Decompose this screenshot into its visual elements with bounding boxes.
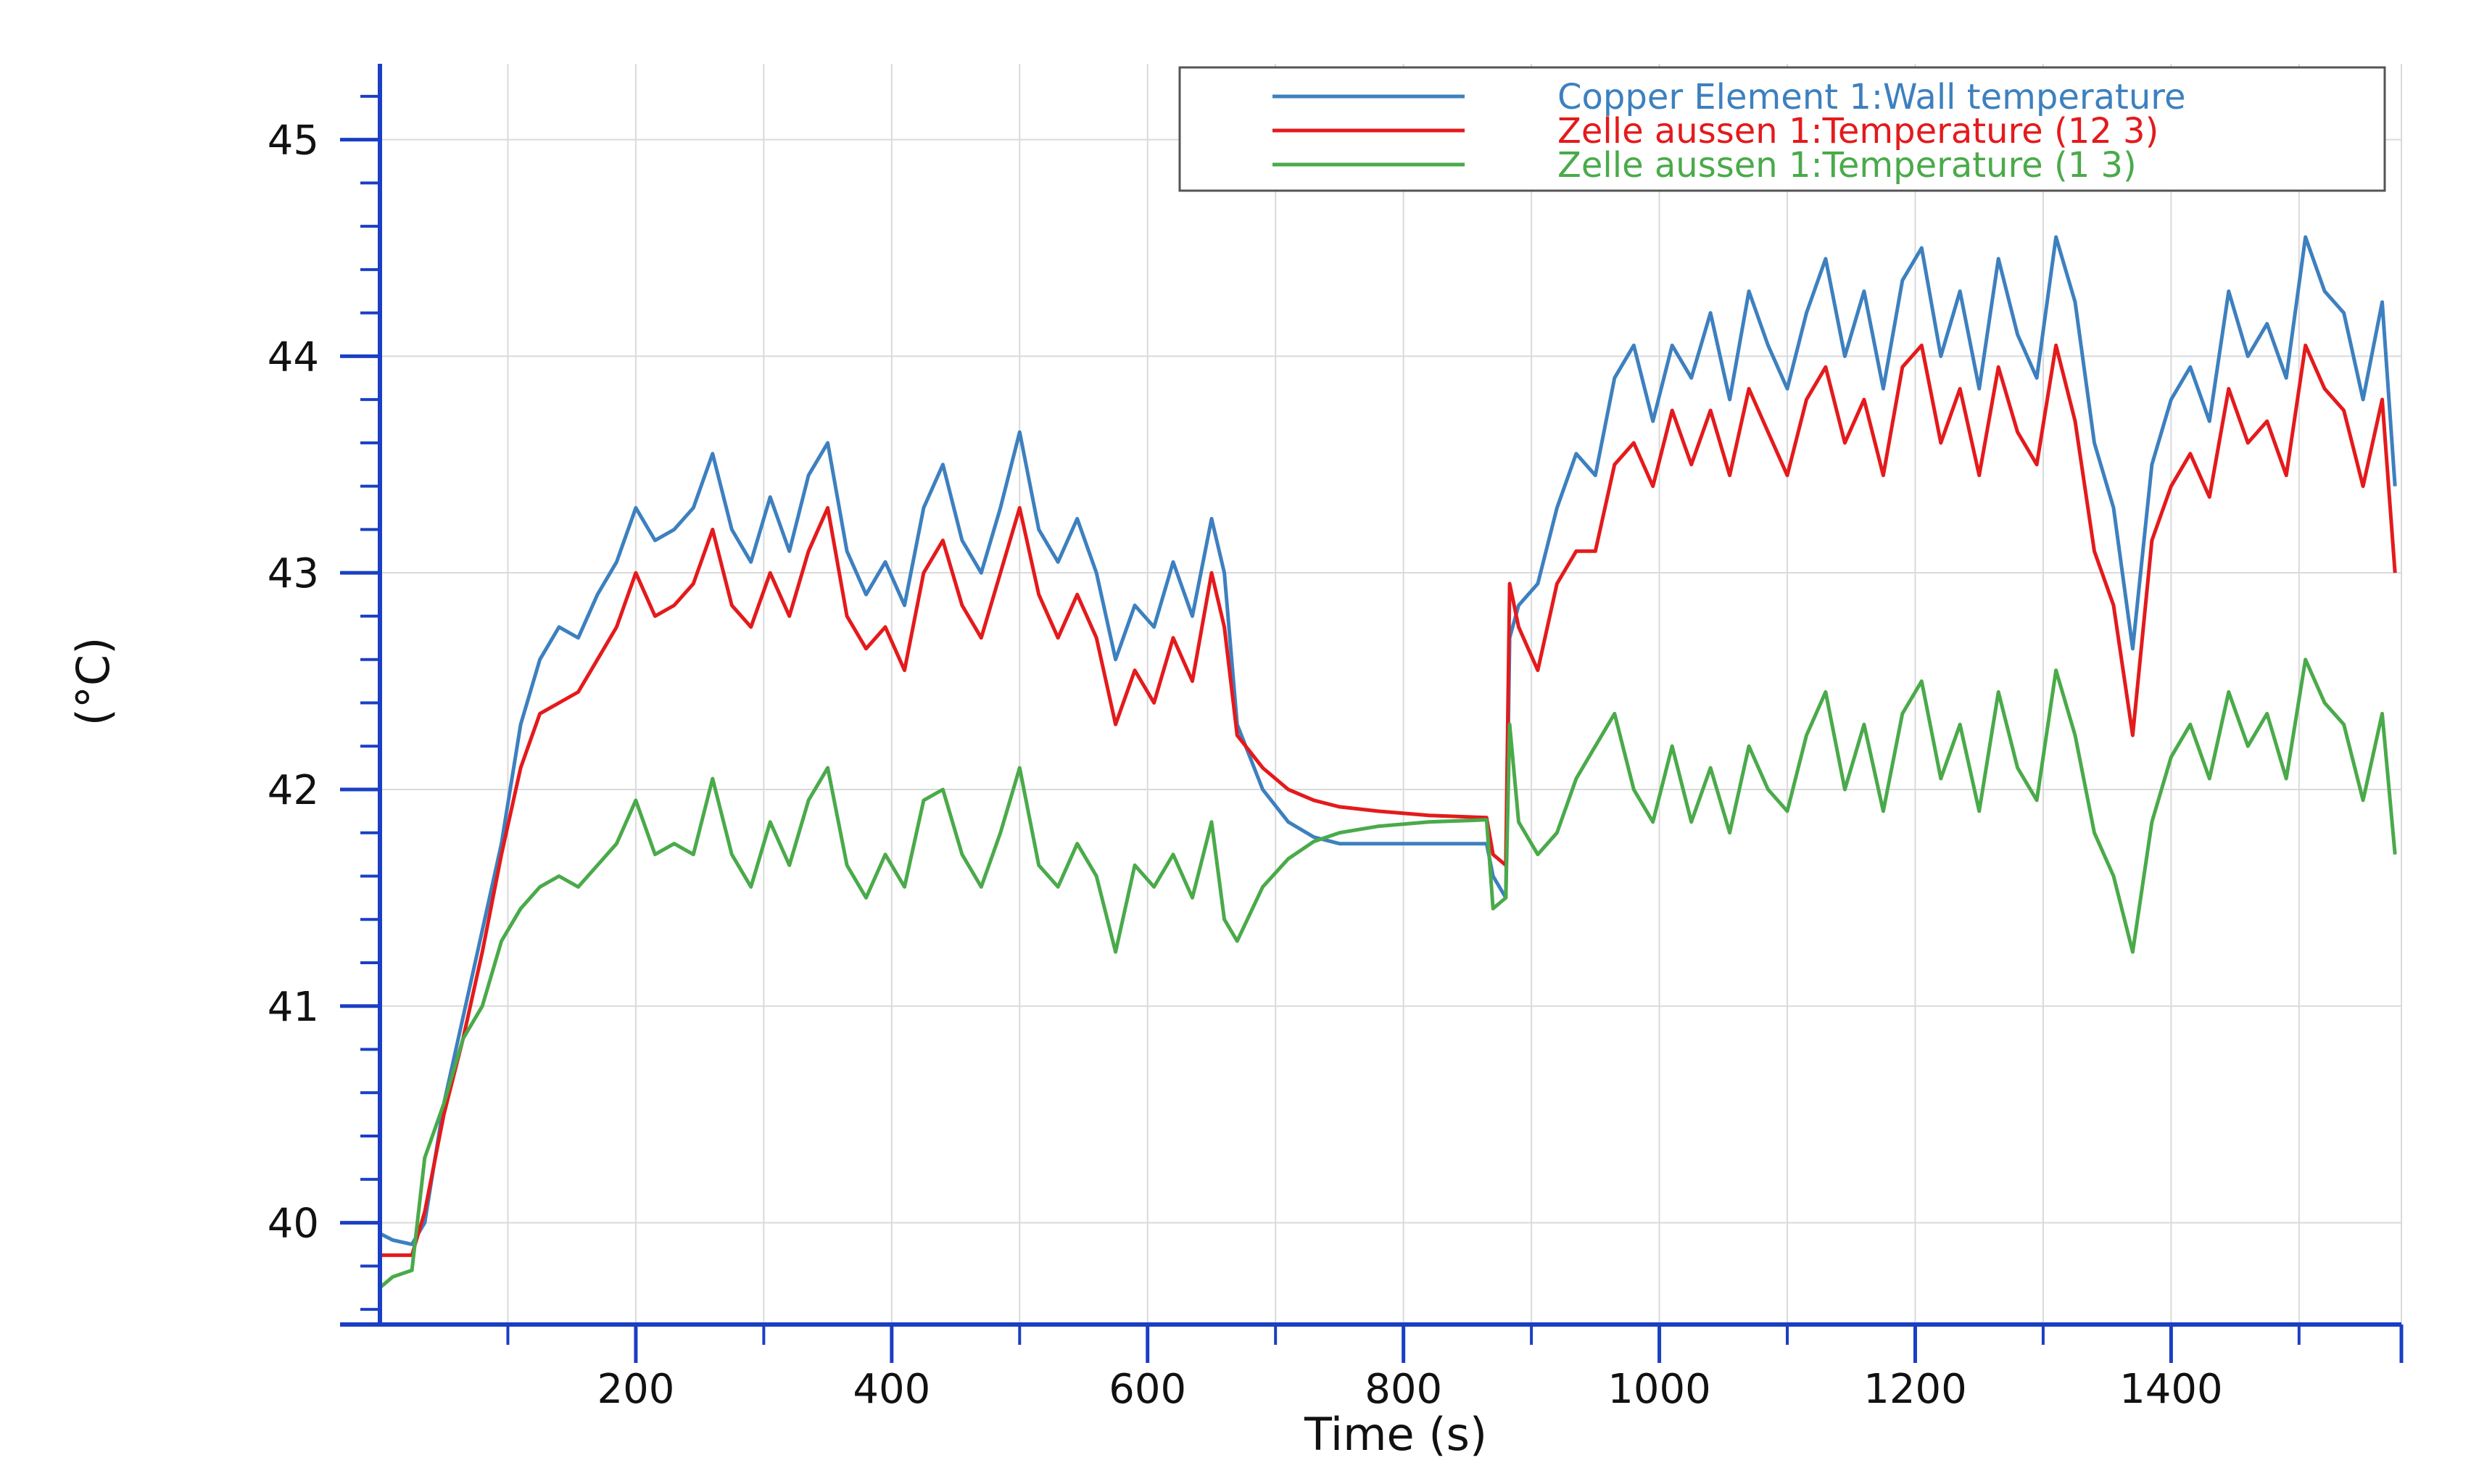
y-tick-label: 40 — [268, 1201, 319, 1248]
axes — [340, 64, 2401, 1327]
series-line-3 — [378, 658, 2397, 1290]
x-tick-label: 1200 — [1863, 1366, 1967, 1413]
x-tick-label: 1400 — [2119, 1366, 2223, 1413]
series-line-1 — [378, 235, 2397, 1246]
y-ticks: 40 41 42 43 44 45 — [268, 94, 380, 1311]
series-line-2 — [380, 343, 2397, 1257]
y-axis-title: (°C) — [67, 637, 120, 726]
legend-label: Zelle aussen 1:Temperature (12 3) — [1557, 111, 2158, 152]
x-tick-label: 200 — [597, 1366, 674, 1413]
y-tick-label: 44 — [268, 333, 319, 381]
y-tick-label: 45 — [268, 117, 319, 165]
x-tick-label: 600 — [1109, 1366, 1186, 1413]
y-tick-label: 42 — [268, 767, 319, 814]
x-tick-label: 1000 — [1607, 1366, 1711, 1413]
legend-label: Zelle aussen 1:Temperature (1 3) — [1557, 145, 2137, 186]
x-tick-label: 400 — [853, 1366, 930, 1413]
legend-label: Copper Element 1:Wall temperature — [1557, 77, 2185, 117]
y-tick-label: 41 — [268, 984, 319, 1031]
x-axis-title: Time (s) — [1304, 1408, 1487, 1461]
y-tick-label: 43 — [268, 550, 319, 597]
x-tick-label: 800 — [1365, 1366, 1442, 1413]
series-group — [378, 235, 2397, 1290]
x-ticks: 200 400 600 800 1000 1200 1400 — [506, 1325, 2404, 1413]
